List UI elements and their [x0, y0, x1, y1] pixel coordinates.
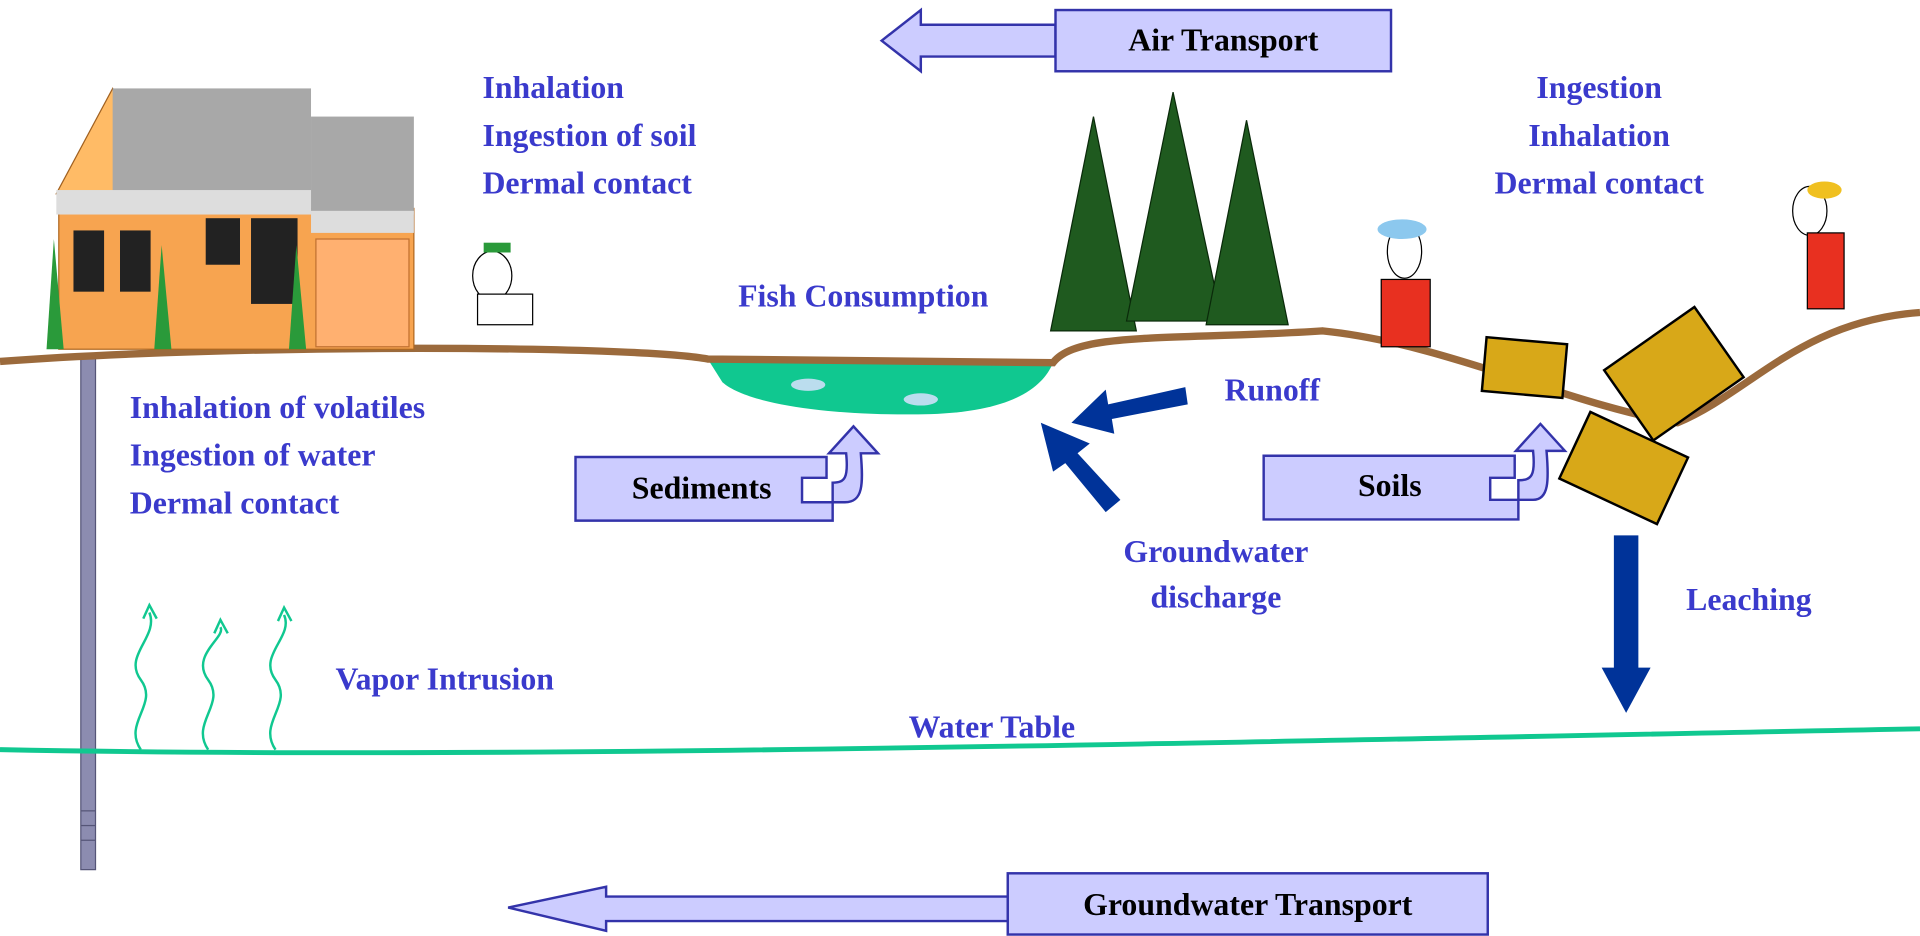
trees [1051, 92, 1289, 331]
runoff-arrow [1071, 387, 1187, 434]
house [47, 88, 414, 349]
air-transport-label: Air Transport [1128, 22, 1318, 57]
water-table-label: Water Table [909, 709, 1076, 744]
exposure-label: Inhalation [1528, 118, 1670, 153]
leaching-arrow [1602, 535, 1651, 713]
exposure-label: Dermal contact [1494, 166, 1704, 201]
exposure-label: Ingestion of soil [482, 118, 696, 153]
groundwater-arrow [508, 887, 1008, 931]
soils-label: Soils [1358, 468, 1422, 503]
well [81, 358, 96, 870]
air-arrow [882, 10, 1056, 71]
exposure-label: Dermal contact [130, 485, 340, 520]
fish-consumption-label: Fish Consumption [738, 278, 989, 313]
vapor-arrows [136, 605, 292, 749]
vapor-intrusion-label: Vapor Intrusion [336, 662, 555, 697]
groundwater-transport-label: Groundwater Transport [1083, 887, 1413, 922]
discharge-label: discharge [1150, 580, 1281, 615]
runoff-label: Runoff [1224, 373, 1320, 408]
diagram: Air Transport Groundwater Transport Sedi… [0, 0, 1920, 936]
sediments-label: Sediments [632, 471, 772, 506]
pond [708, 359, 1053, 414]
exposure-label: Inhalation [482, 70, 624, 105]
exposure-label: Dermal contact [482, 166, 692, 201]
discharge-label: Groundwater [1123, 534, 1308, 569]
exposure-label: Ingestion [1536, 70, 1662, 105]
discharge-arrow [1041, 423, 1121, 512]
leaching-label: Leaching [1686, 582, 1812, 617]
exposure-label: Ingestion of water [130, 438, 376, 473]
exposure-label: Inhalation of volatiles [130, 390, 425, 425]
